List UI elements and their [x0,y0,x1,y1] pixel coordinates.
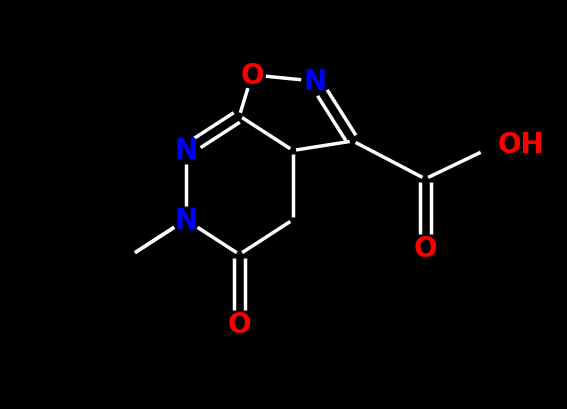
Text: OH: OH [498,131,544,159]
Text: O: O [227,310,251,338]
Text: N: N [174,137,197,165]
Text: N: N [303,68,327,96]
Text: N: N [174,206,197,234]
Text: O: O [240,62,264,90]
Text: O: O [413,234,437,263]
